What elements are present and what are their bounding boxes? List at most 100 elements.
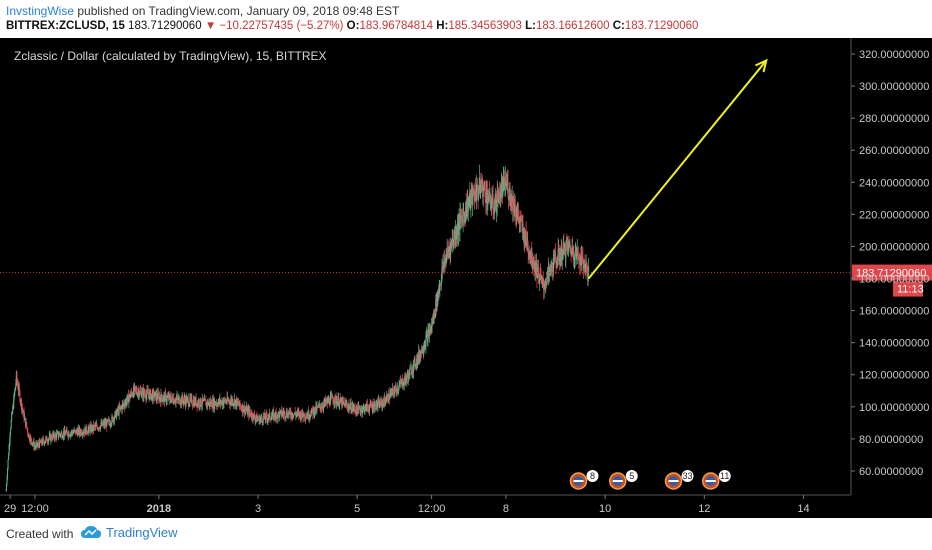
candle-body bbox=[306, 416, 308, 418]
candle-body bbox=[148, 394, 150, 396]
author-link[interactable]: InvstingWise bbox=[6, 4, 75, 18]
candle-body bbox=[549, 265, 551, 270]
candle-body bbox=[565, 244, 567, 258]
candle-body bbox=[442, 261, 444, 267]
candle-body bbox=[361, 410, 363, 413]
candle-body bbox=[368, 407, 370, 410]
candle-body bbox=[581, 256, 583, 257]
candle-body bbox=[519, 219, 521, 221]
candle-body bbox=[133, 386, 135, 392]
candle-body bbox=[320, 408, 322, 410]
candle-body bbox=[217, 404, 219, 406]
time-tick-label: 10 bbox=[599, 503, 611, 515]
candle-body bbox=[418, 351, 420, 360]
tradingview-brand[interactable]: TradingView bbox=[80, 524, 178, 540]
candle-body bbox=[138, 394, 140, 397]
candle-body bbox=[270, 417, 272, 420]
candle-body bbox=[229, 400, 231, 403]
candle-body bbox=[16, 373, 18, 381]
chart-area[interactable]: Zclassic / Dollar (calculated by Trading… bbox=[0, 38, 932, 518]
candle-body bbox=[150, 390, 152, 400]
candle-body bbox=[587, 273, 589, 277]
candle-body bbox=[25, 422, 27, 427]
candle-body bbox=[72, 432, 74, 435]
candle-body bbox=[397, 389, 399, 392]
candle-body bbox=[485, 188, 487, 203]
candle-body bbox=[292, 416, 294, 418]
candle-body bbox=[308, 417, 310, 419]
candle-body bbox=[145, 397, 147, 399]
candle-body bbox=[243, 410, 245, 412]
candle-body bbox=[500, 195, 502, 199]
candle-body bbox=[175, 398, 177, 400]
candle-body bbox=[155, 393, 157, 401]
candle-body bbox=[428, 329, 429, 331]
candle-body bbox=[281, 412, 283, 415]
candle-body bbox=[456, 233, 458, 237]
price-axis[interactable]: 60.00000000 80.00000000 100.00000000 120.00… bbox=[850, 38, 929, 495]
candle-body bbox=[387, 394, 389, 402]
candle-body bbox=[363, 406, 365, 413]
candle-body bbox=[545, 284, 547, 286]
candle-body bbox=[517, 211, 519, 217]
candle-body bbox=[512, 195, 514, 212]
candle-body bbox=[430, 325, 432, 330]
candle-body bbox=[129, 394, 131, 399]
candle-body bbox=[511, 195, 513, 201]
candle-body bbox=[23, 410, 25, 413]
candle-body bbox=[403, 384, 405, 386]
candle-body bbox=[430, 325, 432, 333]
candle-body bbox=[469, 190, 471, 206]
time-axis[interactable]: 29 12:00 2018 3 5 12:00 8 10 12 14 bbox=[0, 494, 851, 515]
candle-body bbox=[437, 291, 439, 295]
candle-body bbox=[98, 427, 100, 429]
candle-body bbox=[101, 422, 103, 426]
price-tick-label: 160.00000000 bbox=[859, 306, 929, 318]
price-chart[interactable]: Zclassic / Dollar (calculated by Trading… bbox=[0, 38, 932, 518]
candle-body bbox=[195, 398, 197, 406]
candle-body bbox=[291, 413, 293, 418]
candle-body bbox=[195, 398, 197, 405]
candle-body bbox=[218, 399, 220, 403]
candle-body bbox=[358, 407, 360, 409]
candle-body bbox=[451, 241, 453, 243]
candle-body bbox=[548, 269, 550, 274]
candle-body bbox=[20, 399, 22, 410]
candle-body bbox=[40, 442, 42, 444]
candle-body bbox=[143, 390, 145, 394]
candle-body bbox=[481, 184, 483, 187]
candle-body bbox=[221, 401, 223, 406]
candle-body bbox=[444, 258, 446, 266]
candle-body bbox=[238, 404, 240, 406]
candle-body bbox=[433, 315, 435, 318]
candle-body bbox=[125, 400, 127, 404]
candle-body bbox=[54, 434, 56, 439]
candle-body bbox=[354, 405, 356, 409]
candle-body bbox=[475, 189, 477, 200]
candle-body bbox=[180, 398, 182, 404]
candle-body bbox=[136, 392, 138, 396]
candle-body bbox=[421, 347, 423, 353]
last-price: 183.71290060 bbox=[128, 20, 202, 32]
candle-body bbox=[377, 401, 379, 406]
candle-body bbox=[573, 259, 575, 261]
candle-body bbox=[391, 390, 393, 395]
candle-body bbox=[488, 188, 490, 202]
candle-body bbox=[185, 397, 187, 406]
candle-body bbox=[562, 249, 564, 259]
candle-body bbox=[187, 398, 189, 399]
candle-body bbox=[201, 398, 203, 405]
event-flag-stripe-icon bbox=[573, 480, 584, 482]
candle-body bbox=[75, 430, 77, 434]
candle-body bbox=[464, 214, 466, 217]
candle-body bbox=[71, 431, 73, 433]
candle-body bbox=[469, 190, 471, 200]
candle-body bbox=[373, 405, 375, 410]
candle-body bbox=[97, 428, 99, 430]
candle-body bbox=[304, 413, 306, 418]
candle-body bbox=[457, 223, 459, 236]
candle-body bbox=[100, 425, 102, 430]
candle-body bbox=[254, 418, 256, 421]
economic-events[interactable]: 8 5 33 11 bbox=[569, 470, 731, 490]
candle-body bbox=[289, 409, 291, 412]
